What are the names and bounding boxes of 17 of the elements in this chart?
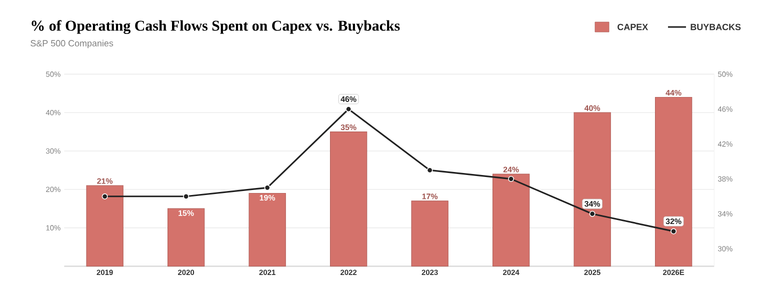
bar — [492, 174, 530, 267]
point — [508, 176, 514, 182]
bar — [654, 96, 692, 267]
chart-title: % of Operating Cash Flows Spent on Capex vs. Buybacks — [32, 20, 400, 34]
bar — [248, 192, 286, 267]
point — [670, 228, 677, 234]
bar — [574, 112, 611, 267]
point — [589, 210, 596, 217]
bar — [167, 208, 205, 267]
chart-subtitle: S&P 500 Companies — [30, 40, 114, 48]
bar — [411, 200, 448, 267]
legend-label: CAPEX — [618, 24, 648, 30]
point — [102, 193, 108, 200]
bar — [86, 185, 124, 267]
point — [346, 106, 352, 112]
legend-label: BUYBACKS — [690, 24, 741, 30]
bar — [330, 132, 368, 267]
